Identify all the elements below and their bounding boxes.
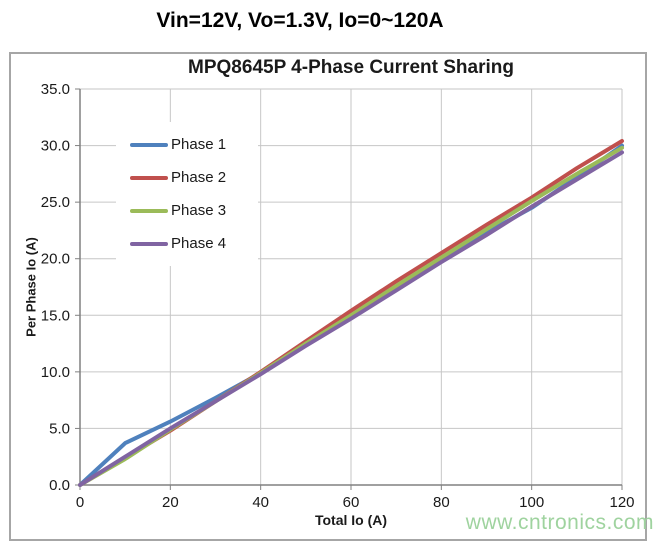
page-title: Vin=12V, Vo=1.3V, Io=0~120A	[156, 9, 444, 32]
legend-item-phase1: Phase 1	[130, 128, 258, 161]
y-tick-label: 10.0	[41, 364, 70, 381]
legend-label: Phase 3	[171, 202, 227, 219]
legend-swatch	[130, 241, 168, 246]
x-tick-label: 40	[252, 494, 269, 511]
legend-swatch	[130, 208, 168, 213]
legend-item-phase2: Phase 2	[130, 161, 258, 194]
legend-item-phase3: Phase 3	[130, 194, 258, 227]
x-tick-label: 60	[343, 494, 360, 511]
legend-item-phase4: Phase 4	[130, 227, 258, 260]
legend-swatch	[130, 175, 168, 180]
x-tick-label: 120	[609, 494, 634, 511]
x-tick-label: 0	[76, 494, 84, 511]
legend-label: Phase 2	[171, 169, 227, 186]
y-tick-label: 35.0	[41, 81, 70, 98]
x-axis-title: Total Io (A)	[314, 512, 388, 528]
chart-title: MPQ8645P 4-Phase Current Sharing	[188, 57, 514, 78]
y-tick-label: 20.0	[41, 251, 70, 268]
legend-label: Phase 4	[171, 235, 227, 252]
y-tick-label: 0.0	[49, 477, 70, 494]
x-tick-label: 100	[519, 494, 544, 511]
y-tick-label: 30.0	[41, 138, 70, 155]
y-tick-label: 25.0	[41, 194, 70, 211]
watermark: www.cntronics.com	[465, 511, 654, 534]
y-tick-label: 5.0	[49, 420, 70, 437]
x-tick-label: 80	[433, 494, 450, 511]
plot-svg: 0.0 5.0 10.0 15.0 20.0 25.0 30.0 35.0 0 20 40 60 80 1…	[41, 81, 635, 511]
series-line-4	[78, 150, 624, 487]
chart-frame: 0.0 5.0 10.0 15.0 20.0 25.0 30.0 35.0 0 20 40 60 80 1…	[9, 52, 647, 541]
legend-swatch	[130, 142, 168, 147]
legend-label: Phase 1	[171, 136, 227, 153]
y-axis-title-text: Per Phase Io (A)	[23, 237, 39, 337]
y-tick-label: 15.0	[41, 307, 70, 324]
chart-legend: Phase 1 Phase 2 Phase 3 Phase 4	[116, 122, 258, 266]
x-tick-label: 20	[162, 494, 179, 511]
